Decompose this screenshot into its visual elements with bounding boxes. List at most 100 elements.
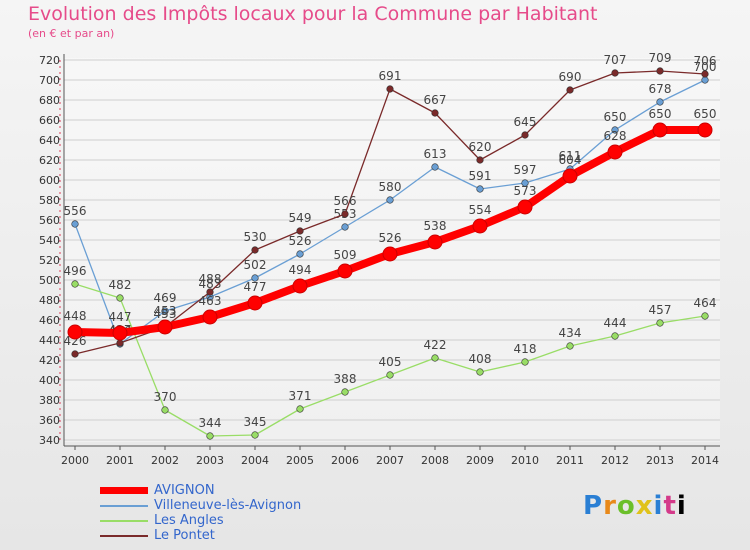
data-label: 620 [469, 140, 492, 154]
data-label: 650 [604, 110, 627, 124]
legend-swatch-le-pontet [100, 535, 148, 537]
x-tick-label: 2003 [196, 454, 224, 467]
data-point [701, 76, 709, 84]
data-label: 388 [334, 372, 357, 386]
y-tick-label: 660 [39, 114, 60, 127]
x-tick-label: 2010 [511, 454, 539, 467]
data-point [382, 246, 398, 262]
data-point [296, 227, 304, 235]
y-tick-label: 360 [39, 414, 60, 427]
data-label: 650 [649, 107, 672, 121]
data-point [112, 325, 128, 341]
data-point [611, 69, 619, 77]
data-label: 667 [424, 93, 447, 107]
data-label: 691 [379, 69, 402, 83]
data-label: 453 [154, 307, 177, 321]
data-point [341, 388, 349, 396]
y-tick-label: 640 [39, 134, 60, 147]
data-point [341, 210, 349, 218]
data-point [562, 168, 578, 184]
x-tick-label: 2001 [106, 454, 134, 467]
x-tick-label: 2012 [601, 454, 629, 467]
data-point [431, 109, 439, 117]
x-tick-label: 2002 [151, 454, 179, 467]
y-tick-label: 720 [39, 54, 60, 67]
data-point [566, 86, 574, 94]
data-label: 566 [334, 194, 357, 208]
data-point [251, 274, 259, 282]
x-tick-label: 2013 [646, 454, 674, 467]
series-avignon: 448 447 453 463 477 494 509 526 538 554 573 604 628 6… [64, 107, 716, 341]
x-tick-label: 2011 [556, 454, 584, 467]
data-label: 463 [199, 294, 222, 308]
x-tick-label: 2000 [61, 454, 89, 467]
y-tick-label: 380 [39, 394, 60, 407]
data-label: 482 [109, 278, 132, 292]
data-label: 706 [694, 54, 717, 68]
data-label: 405 [379, 355, 402, 369]
data-label: 709 [649, 51, 672, 65]
data-label: 678 [649, 82, 672, 96]
data-point [296, 250, 304, 258]
series-les-angles: 496 482 370 344 345 371 388 405 422 408 418 434 444 4… [64, 264, 716, 440]
data-label: 526 [379, 231, 402, 245]
data-point [71, 350, 79, 358]
data-point [161, 307, 169, 315]
data-point [292, 278, 308, 294]
x-tick-label: 2008 [421, 454, 449, 467]
data-label: 700 [694, 60, 717, 74]
series-villeneuve-l-s-avignon: 5564364694835025265535806135915976116506… [64, 60, 717, 348]
data-point [521, 131, 529, 139]
legend-swatch-avignon [100, 487, 148, 494]
data-label: 611 [559, 149, 582, 163]
y-tick-label: 500 [39, 274, 60, 287]
data-point [296, 405, 304, 413]
data-label: 690 [559, 70, 582, 84]
data-point [656, 67, 664, 75]
x-tick-label: 2009 [466, 454, 494, 467]
data-label: 408 [469, 352, 492, 366]
x-tick-label: 2005 [286, 454, 314, 467]
data-point [521, 358, 529, 366]
data-label: 502 [244, 258, 267, 272]
data-label: 526 [289, 234, 312, 248]
y-tick-label: 400 [39, 374, 60, 387]
y-tick-label: 540 [39, 234, 60, 247]
data-point [656, 319, 664, 327]
data-label: 604 [559, 153, 582, 167]
data-label: 453 [154, 304, 177, 318]
data-point [611, 332, 619, 340]
data-label: 573 [514, 184, 537, 198]
data-point [337, 263, 353, 279]
data-label: 457 [649, 303, 672, 317]
data-label: 447 [109, 310, 132, 324]
y-tick-label: 480 [39, 294, 60, 307]
data-label: 707 [604, 53, 627, 67]
data-point [607, 144, 623, 160]
data-label: 434 [559, 326, 582, 340]
data-point [611, 126, 619, 134]
data-label: 556 [64, 204, 87, 218]
data-point [517, 199, 533, 215]
data-point [431, 354, 439, 362]
data-label: 580 [379, 180, 402, 194]
data-point [251, 431, 259, 439]
legend-swatch-les-angles [100, 520, 148, 522]
data-label: 371 [289, 389, 312, 403]
data-label: 496 [64, 264, 87, 278]
data-label: 345 [244, 415, 267, 429]
data-point [656, 98, 664, 106]
legend-label-les-angles: Les Angles [154, 513, 224, 528]
data-label: 613 [424, 147, 447, 161]
data-point [341, 223, 349, 231]
data-label: 426 [64, 334, 87, 348]
data-label: 494 [289, 263, 312, 277]
data-point [202, 309, 218, 325]
data-point [206, 432, 214, 440]
data-label: 538 [424, 219, 447, 233]
data-label: 477 [244, 280, 267, 294]
data-point [71, 280, 79, 288]
data-label: 554 [469, 203, 492, 217]
data-label: 645 [514, 115, 537, 129]
